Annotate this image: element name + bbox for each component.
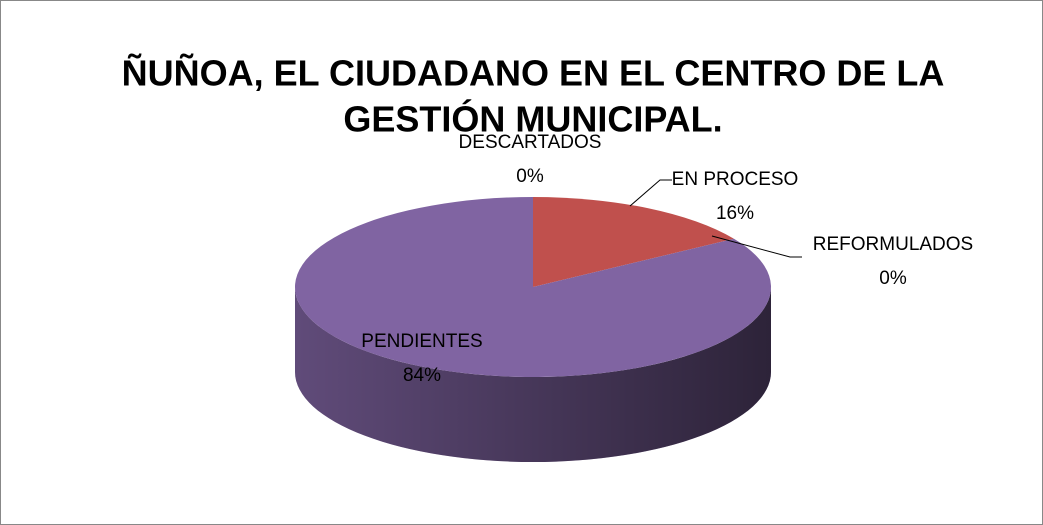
chart-title: ÑUÑOA, EL CIUDADANO EN EL CENTRO DE LA xyxy=(122,52,945,94)
data-label-value: 0% xyxy=(879,268,907,289)
leader-line xyxy=(711,235,802,258)
data-label-value: 0% xyxy=(516,166,544,187)
pie-slice xyxy=(533,197,734,287)
data-label-name: EN PROCESO xyxy=(672,169,799,190)
chart-title: GESTIÓN MUNICIPAL. xyxy=(343,98,722,140)
pie-slice xyxy=(295,197,772,462)
slice-top xyxy=(295,197,772,377)
data-label-name: PENDIENTES xyxy=(361,331,482,352)
data-label-name: REFORMULADOS xyxy=(813,234,973,255)
data-label-value: 16% xyxy=(716,203,754,224)
data-label-value: 84% xyxy=(403,365,441,386)
slice-top xyxy=(533,197,734,287)
leader-line xyxy=(629,179,672,207)
slice-side-shade xyxy=(295,287,771,462)
data-label-name: DESCARTADOS xyxy=(459,132,602,153)
